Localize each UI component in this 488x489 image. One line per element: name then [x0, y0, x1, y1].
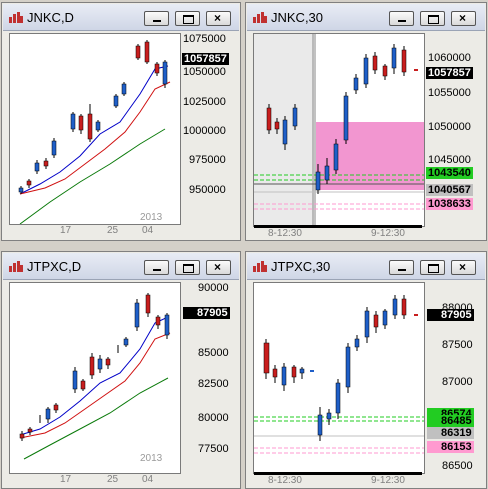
restore-button[interactable]	[420, 260, 445, 275]
time-label: 17	[60, 225, 72, 236]
close-icon: ×	[214, 11, 222, 25]
price-label: 80000	[198, 412, 229, 424]
chart-window-jtpxc-30min[interactable]: JTPXC,30 ×	[245, 251, 487, 489]
time-axis-bar	[254, 225, 422, 228]
close-button[interactable]: ×	[451, 260, 476, 275]
price-label: 82500	[198, 378, 229, 390]
price-label: 1050000	[183, 66, 226, 78]
minimize-icon	[398, 269, 406, 271]
chart-canvas[interactable]: 2013	[9, 33, 181, 225]
current-price-badge: 87905	[427, 309, 474, 321]
chart-window-jnkc-daily[interactable]: JNKC,D ×	[1, 2, 241, 241]
minimize-icon	[153, 20, 161, 22]
restore-icon	[428, 264, 439, 273]
price-label: 86500	[442, 460, 473, 472]
chart-canvas[interactable]: 2013	[9, 282, 181, 474]
current-price-badge: 1057857	[426, 67, 473, 79]
price-label: 975000	[189, 154, 226, 166]
restore-button[interactable]	[175, 11, 200, 26]
time-label: 8-12:30	[268, 228, 302, 239]
window-title: JNKC,30	[271, 10, 324, 25]
price-label: 1025000	[183, 96, 226, 108]
chart-app-icon	[9, 261, 23, 272]
time-label: 9-12:30	[371, 228, 405, 239]
price-label: 1075000	[183, 33, 226, 45]
price-label: 87500	[442, 339, 473, 351]
level-badge-pink: 86153	[427, 441, 474, 453]
price-chart	[254, 34, 424, 226]
restore-button[interactable]	[175, 260, 200, 275]
restore-button[interactable]	[420, 11, 445, 26]
close-button[interactable]: ×	[451, 11, 476, 26]
time-label: 04	[142, 225, 154, 236]
time-label: 04	[142, 474, 154, 485]
chart-window-jnkc-30min[interactable]: JNKC,30 ×	[245, 2, 487, 241]
time-label: 17	[60, 474, 72, 485]
price-chart	[254, 295, 424, 454]
title-bar[interactable]: JNKC,D ×	[3, 4, 239, 31]
year-label: 2013	[140, 212, 163, 223]
minimize-button[interactable]	[389, 260, 414, 275]
price-label: 1055000	[428, 87, 471, 99]
close-icon: ×	[459, 260, 467, 274]
price-label: 1045000	[428, 154, 471, 166]
title-bar[interactable]: JTPXC,30 ×	[247, 253, 485, 280]
minimize-button[interactable]	[144, 11, 169, 26]
minimize-button[interactable]	[144, 260, 169, 275]
price-label: 87000	[442, 376, 473, 388]
candlesticks	[19, 293, 170, 441]
chart-app-icon	[253, 261, 267, 272]
time-label: 25	[107, 225, 119, 236]
year-label: 2013	[140, 453, 163, 464]
restore-icon	[428, 15, 439, 24]
candlesticks	[18, 40, 168, 194]
chart-canvas[interactable]	[253, 282, 425, 474]
price-label: 1050000	[428, 121, 471, 133]
title-bar[interactable]: JNKC,30 ×	[247, 4, 485, 31]
level-badge-gray: 1040567	[426, 184, 473, 196]
price-label: 77500	[198, 443, 229, 455]
window-title: JNKC,D	[27, 10, 74, 25]
chart-window-jtpxc-daily[interactable]: JTPXC,D ×	[1, 251, 241, 489]
level-badge-pink: 1038633	[426, 198, 473, 210]
close-button[interactable]: ×	[206, 11, 231, 26]
level-badge-green: 1043540	[426, 167, 473, 179]
candlesticks	[266, 44, 418, 194]
level-badge-gray: 86319	[427, 427, 474, 439]
restore-icon	[183, 264, 194, 273]
level-badge-green: 86485	[427, 415, 474, 427]
chart-app-icon	[253, 12, 267, 23]
time-label: 25	[107, 474, 119, 485]
title-bar[interactable]: JTPXC,D ×	[3, 253, 239, 280]
price-label: 90000	[198, 282, 229, 294]
price-label: 1060000	[428, 52, 471, 64]
price-label: 85000	[198, 347, 229, 359]
close-button[interactable]: ×	[206, 260, 231, 275]
minimize-button[interactable]	[389, 11, 414, 26]
time-axis-bar	[254, 472, 422, 475]
close-icon: ×	[459, 11, 467, 25]
price-label: 1000000	[183, 125, 226, 137]
window-title: JTPXC,D	[27, 259, 82, 274]
candlesticks	[263, 295, 418, 441]
chart-app-icon	[9, 12, 23, 23]
current-price-badge: 87905	[183, 307, 230, 319]
window-title: JTPXC,30	[271, 259, 331, 274]
close-icon: ×	[214, 260, 222, 274]
minimize-icon	[398, 20, 406, 22]
chart-canvas[interactable]	[253, 33, 425, 227]
minimize-icon	[153, 269, 161, 271]
restore-icon	[183, 15, 194, 24]
time-label: 8-12:30	[268, 475, 302, 486]
price-label: 950000	[189, 184, 226, 196]
current-price-badge: 1057857	[182, 53, 229, 65]
price-chart	[18, 40, 171, 224]
time-label: 9-12:30	[371, 475, 405, 486]
price-chart	[19, 293, 171, 460]
